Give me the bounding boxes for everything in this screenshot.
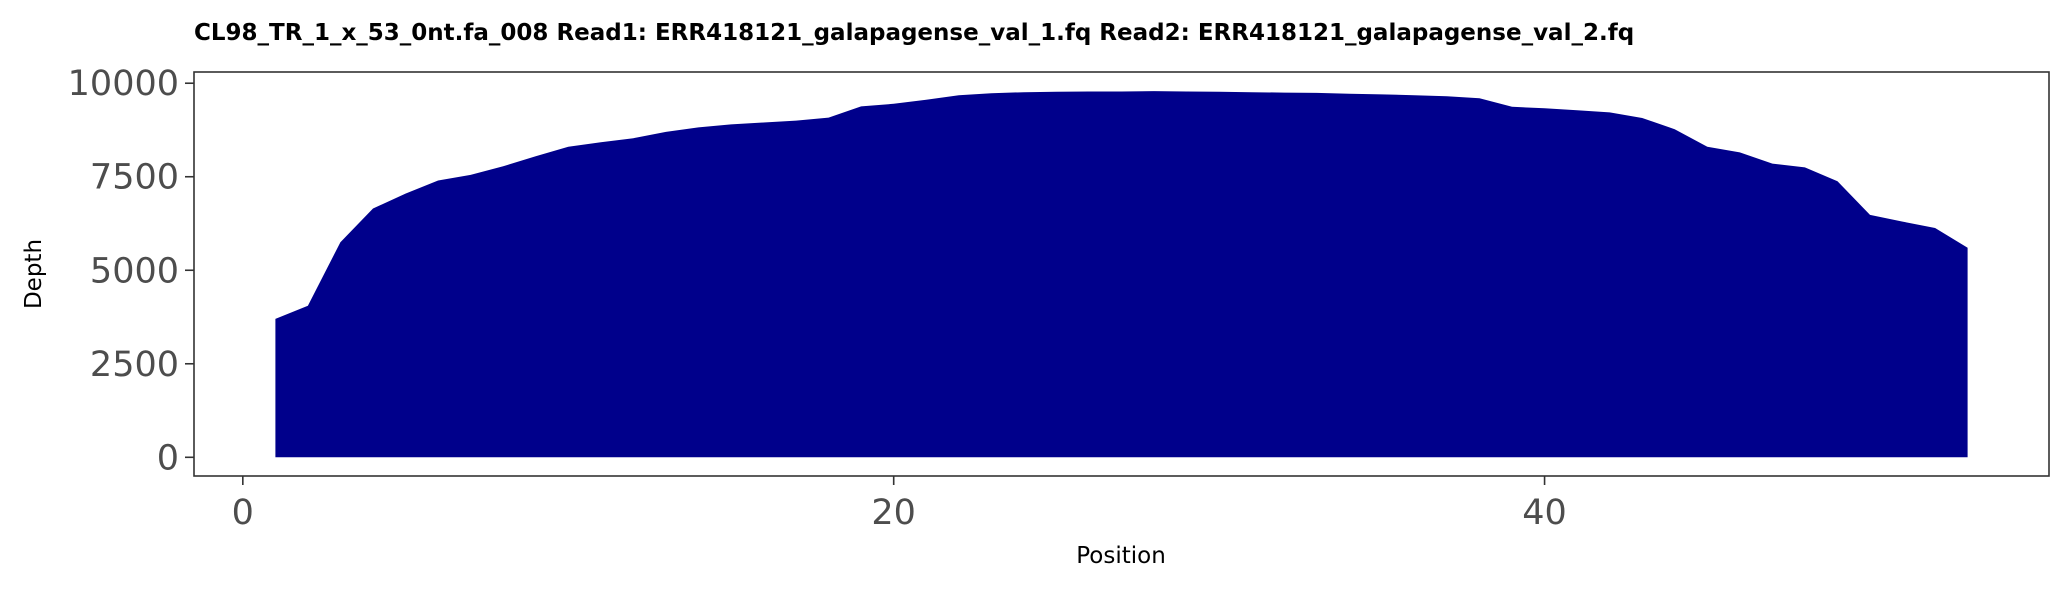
plot-panel-border [193, 71, 2050, 477]
x-tick-label: 20 [871, 493, 916, 533]
x-axis-title: Position [1076, 543, 1166, 569]
y-tick-label: 10000 [68, 64, 179, 104]
y-axis-title: Depth [21, 239, 47, 309]
y-tick-label: 7500 [90, 158, 179, 198]
y-tick-label: 2500 [90, 345, 179, 385]
x-tick-label: 40 [1522, 493, 1567, 533]
y-tick-label: 5000 [90, 251, 179, 291]
chart-title: CL98_TR_1_x_53_0nt.fa_008 Read1: ERR4181… [194, 20, 1634, 46]
y-tick-label: 0 [157, 438, 179, 478]
x-axis: 0 20 40 [232, 476, 1567, 533]
depth-area-series [275, 91, 1968, 458]
y-axis: 0 2500 5000 7500 10000 [68, 64, 194, 478]
x-tick-label: 0 [232, 493, 254, 533]
